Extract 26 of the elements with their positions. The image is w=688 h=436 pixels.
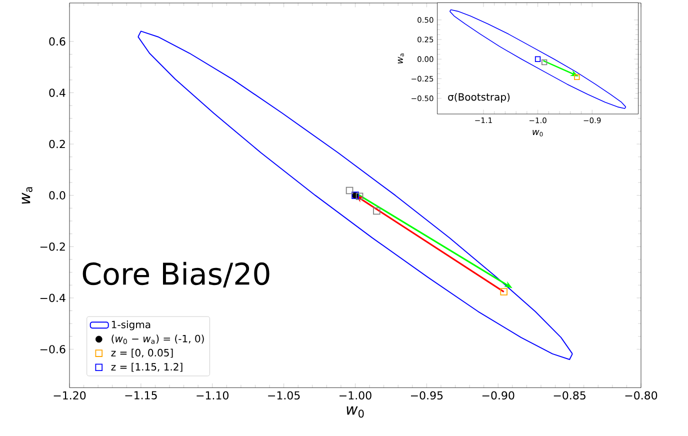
y-axis-title: w$_{a}$ bbox=[398, 54, 404, 64]
x-tick-label: −1.00 bbox=[340, 391, 372, 400]
x-tick-label: −0.95 bbox=[410, 391, 443, 400]
y-tick-label: −0.4 bbox=[40, 294, 66, 302]
legend-label: 1-sigma bbox=[112, 320, 150, 330]
y-axis-title: w$_{a}$ bbox=[22, 187, 32, 204]
legend-label: z = [0, 0.05] bbox=[111, 348, 173, 358]
annotation: σ(Bootstrap) bbox=[448, 92, 510, 103]
x-tick-label: −1.10 bbox=[196, 391, 228, 400]
y-tick-label: 0.2 bbox=[49, 140, 65, 148]
x-tick-label: −1.05 bbox=[268, 391, 300, 400]
x-tick-label: −0.85 bbox=[554, 391, 586, 400]
annotation: Core Bias/20 bbox=[82, 262, 270, 288]
legend-label: (w$_{0}$ − w$_{a}$) = (-1, 0) bbox=[112, 334, 204, 344]
x-tick-label: −0.80 bbox=[625, 391, 658, 400]
y-tick-label: 0.6 bbox=[49, 37, 66, 46]
x-axis-title: w$_{0}$ bbox=[346, 406, 364, 418]
x-tick-label: −1.15 bbox=[125, 391, 157, 400]
x-tick-label: −1.20 bbox=[54, 391, 86, 400]
y-tick-label: 0.0 bbox=[49, 191, 66, 200]
legend-label: z = [1.15, 1.2] bbox=[111, 362, 182, 372]
y-tick-label: −0.2 bbox=[40, 242, 65, 251]
y-tick-label: −0.6 bbox=[40, 345, 66, 354]
y-tick-label: 0.4 bbox=[49, 88, 66, 97]
x-axis-title: w$_{0}$ bbox=[532, 130, 543, 136]
x-tick-label: −0.90 bbox=[482, 391, 514, 400]
